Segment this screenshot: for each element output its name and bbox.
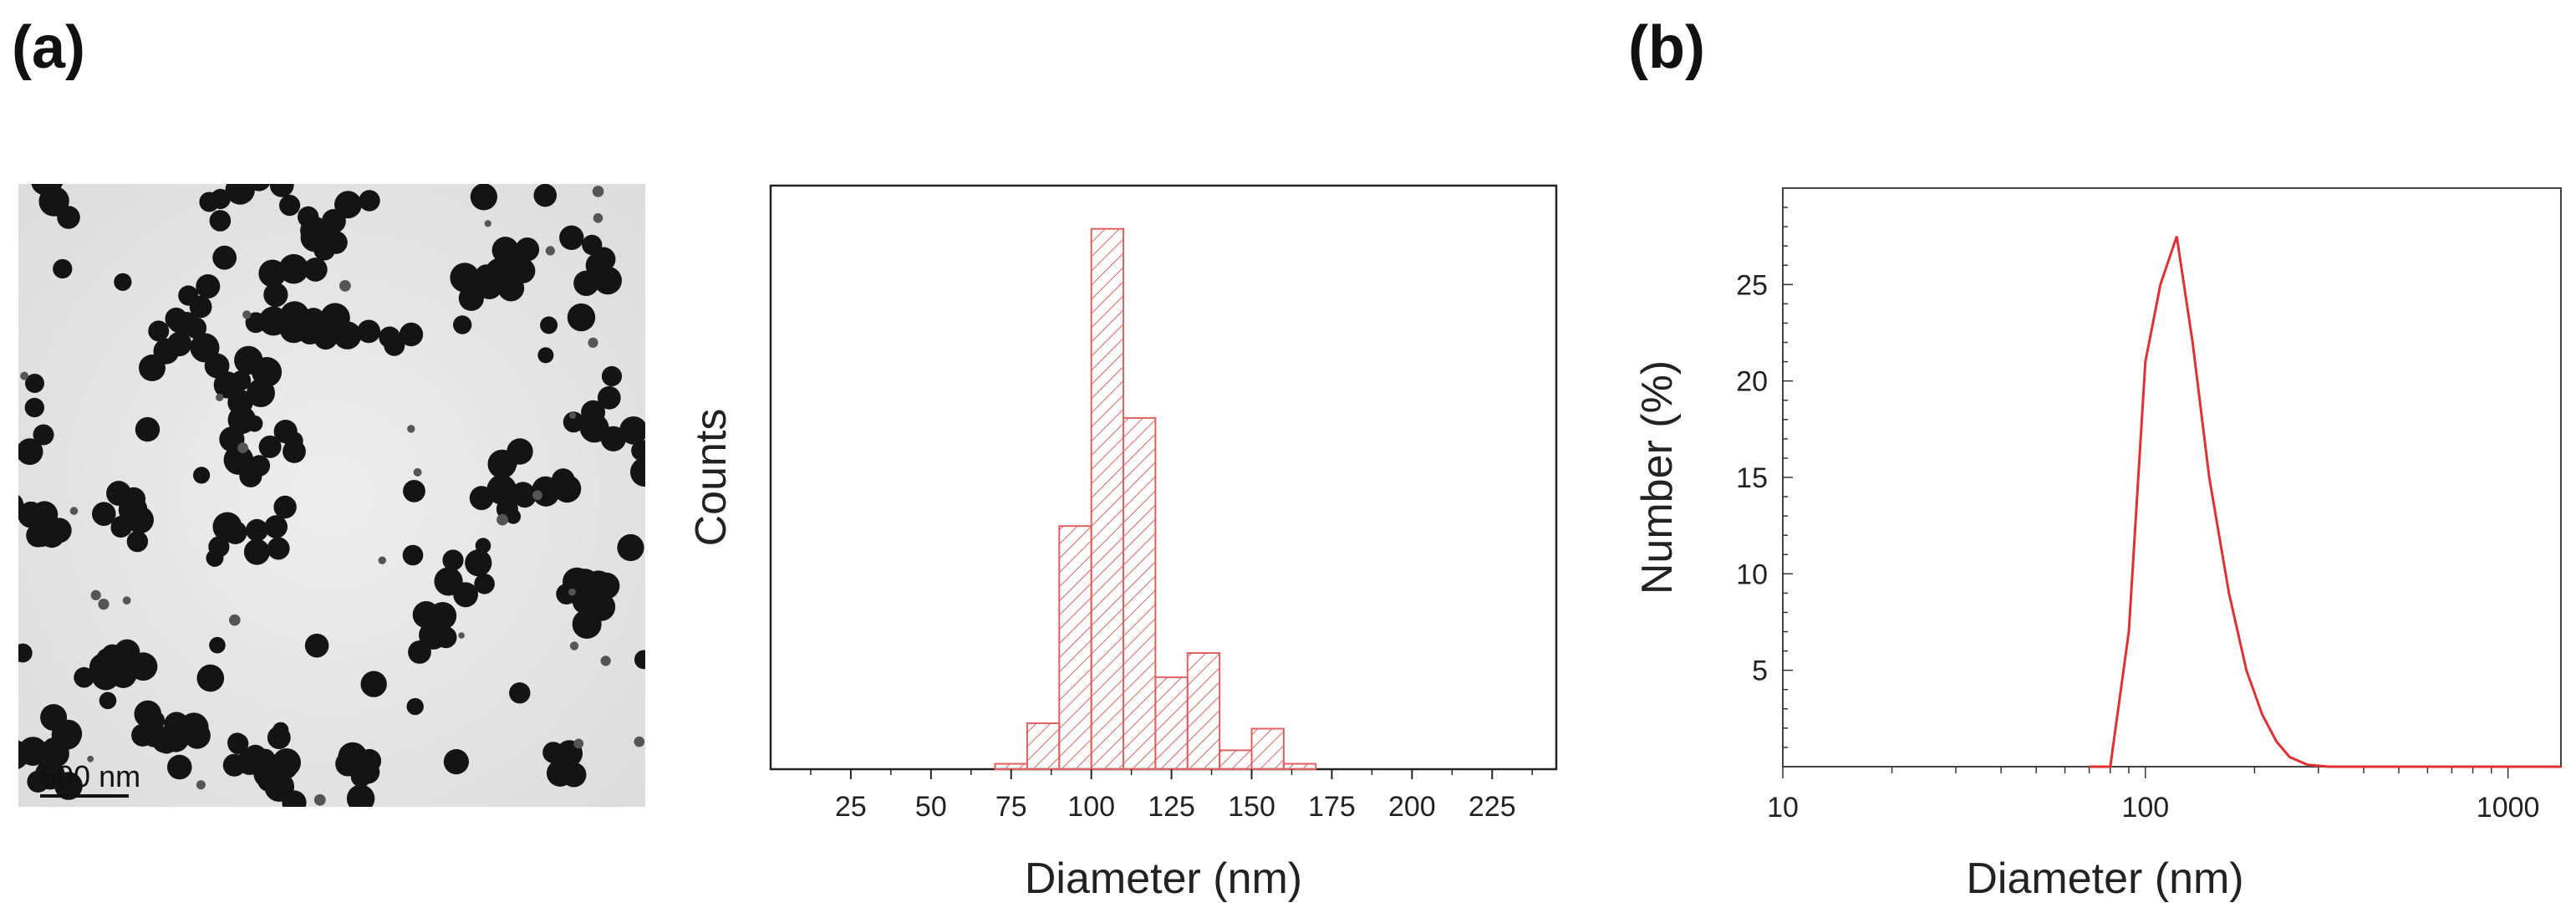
size-distribution-y-tick-label: 10 bbox=[1736, 559, 1768, 590]
histogram-x-tick-label: 200 bbox=[1388, 791, 1436, 823]
size-distribution-y-tick-label: 20 bbox=[1736, 366, 1768, 398]
size-distribution-x-tick-label: 10 bbox=[1767, 792, 1799, 824]
histogram-x-tick-label: 50 bbox=[915, 791, 947, 823]
size-distribution-y-axis-label: Number (%) bbox=[1633, 360, 1682, 594]
histogram-bar bbox=[1090, 227, 1125, 771]
panel-label-b: (b) bbox=[1628, 14, 1705, 81]
histogram-bar bbox=[1123, 416, 1157, 770]
size-distribution-x-tick-label: 1000 bbox=[2477, 792, 2540, 824]
scale-bar: 500 nm bbox=[40, 759, 140, 801]
size-distribution-y-tick-label: 25 bbox=[1736, 269, 1768, 301]
histogram-x-tick-label: 175 bbox=[1308, 791, 1356, 823]
tem-micrograph bbox=[18, 184, 645, 807]
panel-label-a: (a) bbox=[12, 14, 85, 81]
histogram-bar bbox=[1026, 722, 1061, 771]
size-distribution-y-tick-label: 5 bbox=[1752, 655, 1768, 687]
scale-bar-line bbox=[40, 794, 129, 798]
histogram-x-tick-label: 25 bbox=[835, 791, 867, 823]
histogram-bar bbox=[1250, 727, 1285, 770]
histogram-x-tick-label: 150 bbox=[1228, 791, 1275, 823]
histogram-y-axis-label: Counts bbox=[687, 409, 736, 547]
histogram-bar bbox=[1058, 525, 1092, 771]
size-distribution-plot-area bbox=[1782, 187, 2562, 768]
size-distribution-series-line bbox=[2089, 236, 2561, 768]
histogram-x-tick-label: 100 bbox=[1067, 791, 1115, 823]
scale-bar-label: 500 nm bbox=[40, 759, 141, 793]
histogram-bar bbox=[1282, 763, 1317, 771]
histogram-x-tick-label: 75 bbox=[995, 791, 1027, 823]
tem-particles bbox=[18, 184, 645, 807]
size-distribution-x-axis-label: Diameter (nm) bbox=[1966, 854, 2243, 903]
histogram-x-tick-label: 225 bbox=[1469, 791, 1516, 823]
histogram-x-axis-label: Diameter (nm) bbox=[1025, 854, 1302, 903]
size-distribution-y-tick-label: 15 bbox=[1736, 462, 1768, 494]
size-distribution-x-tick-label: 100 bbox=[2121, 792, 2169, 824]
histogram-x-tick-label: 125 bbox=[1148, 791, 1195, 823]
histogram-bar bbox=[1186, 652, 1221, 771]
